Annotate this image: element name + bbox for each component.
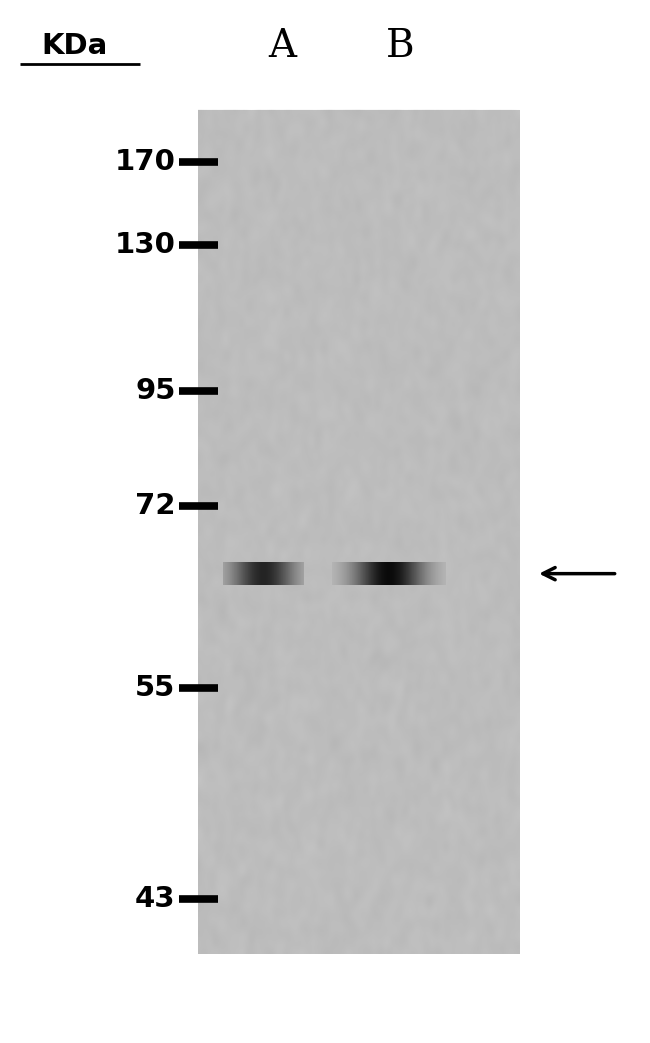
Text: 72: 72 [135,492,176,519]
Bar [198,110,520,954]
Text: A: A [268,28,297,65]
Text: 170: 170 [114,148,176,175]
Text: 95: 95 [135,378,176,405]
Text: 130: 130 [114,232,176,259]
Text: B: B [385,28,414,65]
Text: 43: 43 [135,886,176,913]
Text: KDa: KDa [42,32,108,60]
Text: 55: 55 [135,675,176,702]
